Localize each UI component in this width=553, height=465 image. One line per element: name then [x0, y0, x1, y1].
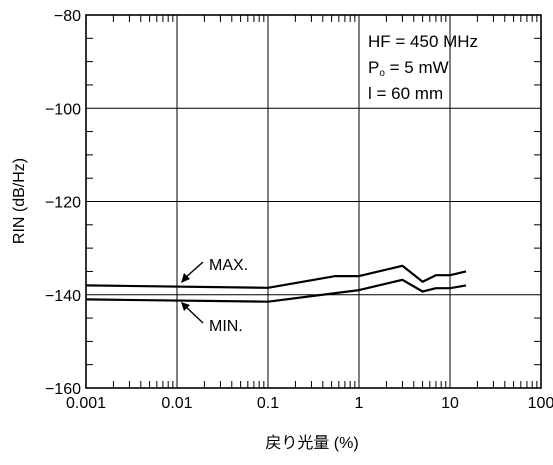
x-tick-label: 1	[355, 395, 364, 412]
x-tick-labels: 0.001 0.01 0.1 1 10 100	[66, 395, 553, 412]
min-label-group: MIN.	[181, 302, 243, 335]
min-arrowhead	[181, 302, 190, 311]
note-po-main: P	[368, 58, 379, 77]
y-tick-label: −100	[45, 101, 81, 118]
x-tick-label: 10	[441, 395, 459, 412]
note-length: l = 60 mm	[368, 84, 443, 103]
note-po-sub: o	[379, 68, 385, 79]
min-series-label: MIN.	[209, 318, 243, 335]
grid-lines	[86, 15, 541, 388]
plot-frame	[85, 14, 542, 389]
series-line-min	[85, 278, 467, 303]
x-tick-label: 0.01	[161, 395, 192, 412]
minor-ticks	[86, 15, 541, 388]
min-pointer-line	[184, 305, 204, 324]
max-pointer-line	[184, 261, 204, 279]
max-label-group: MAX.	[181, 257, 248, 283]
note-po-rest: = 5 mW	[385, 58, 449, 77]
x-tick-label: 0.001	[66, 395, 106, 412]
y-tick-label: −160	[45, 381, 81, 398]
note-hf: HF = 450 MHz	[368, 32, 478, 51]
x-tick-label: 100	[528, 395, 553, 412]
y-tick-labels: −80 −100 −120 −140 −160	[45, 8, 81, 398]
x-axis-label: 戻り光量 (%)	[265, 434, 358, 452]
y-tick-label: −140	[45, 288, 81, 305]
y-axis-label: RIN (dB/Hz)	[11, 158, 28, 244]
max-arrowhead	[181, 273, 190, 283]
y-tick-label: −120	[45, 195, 81, 212]
series-lines	[85, 264, 467, 303]
series-line-max	[85, 264, 467, 289]
x-tick-label: 0.1	[257, 395, 279, 412]
conditions-note: HF = 450 MHz Po = 5 mW l = 60 mm	[368, 32, 478, 103]
note-po: Po = 5 mW	[368, 58, 449, 79]
max-series-label: MAX.	[209, 257, 248, 274]
y-tick-label: −80	[54, 8, 81, 25]
